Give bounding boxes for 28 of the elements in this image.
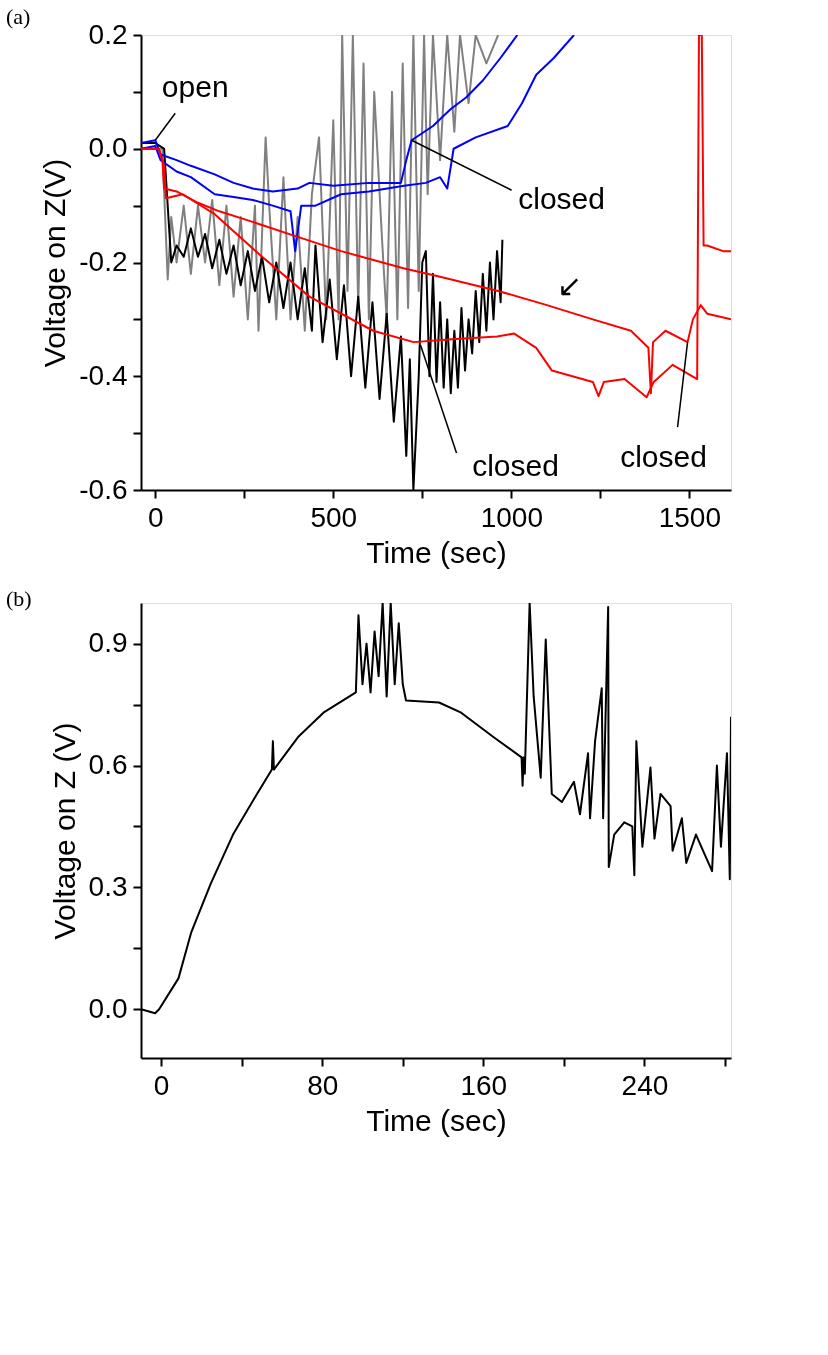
y-tick-label: 0.2 — [88, 18, 128, 50]
annotation: closed — [518, 182, 605, 216]
y-tick-label: 0.0 — [88, 132, 128, 164]
y-tick-label: -0.6 — [79, 473, 128, 505]
x-tick-label: 240 — [621, 1069, 669, 1101]
y-tick-label: -0.4 — [79, 359, 128, 391]
x-tick-label: 500 — [310, 501, 358, 533]
x-tick-label: 1000 — [480, 501, 543, 533]
y-tick-label: 0.3 — [88, 870, 128, 902]
annotation: closed — [472, 448, 559, 482]
annotation: open — [161, 70, 229, 104]
x-axis-title: Time (sec) — [366, 535, 507, 569]
x-tick-label: 1500 — [658, 501, 721, 533]
annotation: closed — [620, 440, 707, 474]
y-tick-label: 0.0 — [88, 992, 128, 1024]
x-tick-label: 0 — [147, 501, 164, 533]
x-tick-label: 80 — [307, 1069, 339, 1101]
x-tick-label: 160 — [460, 1069, 508, 1101]
chart-title: (a) — [6, 4, 31, 29]
x-axis-title: Time (sec) — [366, 1103, 507, 1137]
y-axis-title: Voltage on Z(V) — [38, 158, 72, 368]
y-tick-label: -0.2 — [79, 246, 128, 277]
x-tick-label: 0 — [153, 1069, 170, 1101]
y-tick-label: 0.6 — [88, 749, 128, 780]
annotation: ↙ — [556, 269, 582, 302]
y-axis-title: Voltage on Z (V) — [47, 722, 81, 940]
y-tick-label: 0.9 — [88, 627, 128, 659]
chart-title: (b) — [6, 586, 32, 611]
